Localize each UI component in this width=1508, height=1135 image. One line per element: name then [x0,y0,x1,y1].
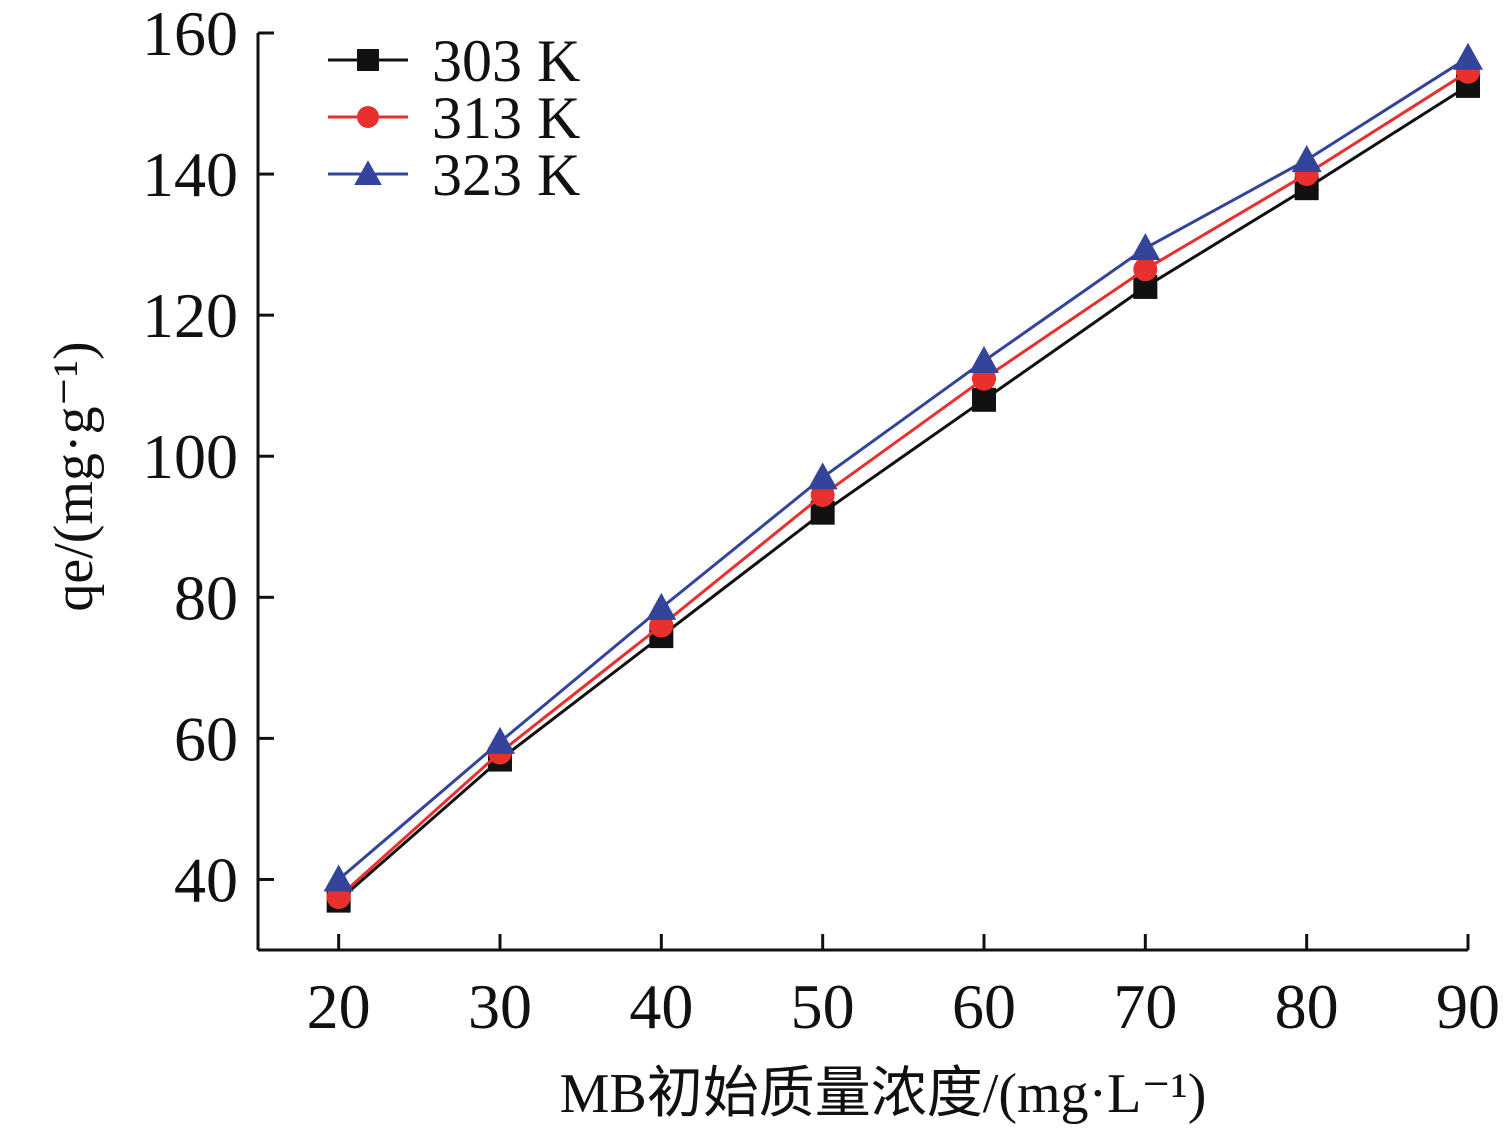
data-point [646,592,677,620]
y-tick-label: 120 [142,280,238,351]
y-axis-title: qe/(mg·g⁻¹) [43,341,105,611]
y-tick-label: 140 [142,139,238,210]
data-point [1130,233,1161,261]
legend-marker [357,106,379,128]
data-point [810,500,835,525]
x-tick-label: 20 [307,971,371,1042]
series-line [337,56,1469,881]
y-tick-label: 40 [174,844,238,915]
data-point [969,346,999,374]
y-tick-label: 100 [142,421,238,492]
x-tick-label: 80 [1275,971,1339,1042]
data-point [1133,257,1158,282]
x-axis-title: MB初始质量浓度/(mg·L⁻¹) [560,1063,1207,1125]
legend-label: 323 K [432,142,580,208]
data-point [485,726,515,754]
series-line [337,84,1469,902]
x-tick-label: 70 [1113,971,1177,1042]
axes [256,33,1468,952]
y-tick-label: 60 [174,703,238,774]
series-layer [323,42,1483,913]
x-tick-label: 60 [952,971,1016,1042]
data-point [1291,144,1322,172]
data-point [323,864,354,892]
x-tick-label: 30 [468,971,532,1042]
data-point [1453,42,1483,70]
series-line [337,70,1469,899]
legend-marker [354,160,382,185]
data-point [807,462,838,490]
legend-label: 313 K [432,85,580,151]
series-323k [323,42,1483,892]
ticks: 40 60 80 100 120 140 160 20 30 40 50 60 70 80 90 [142,0,1500,1042]
x-tick-label: 90 [1436,971,1500,1042]
legend-marker [357,49,379,71]
y-tick-label: 160 [142,0,238,69]
x-tick-label: 50 [791,971,855,1042]
data-point [972,387,996,412]
x-tick-label: 40 [629,971,693,1042]
y-tick-label: 80 [174,562,238,633]
legend-label: 303 K [432,28,580,94]
